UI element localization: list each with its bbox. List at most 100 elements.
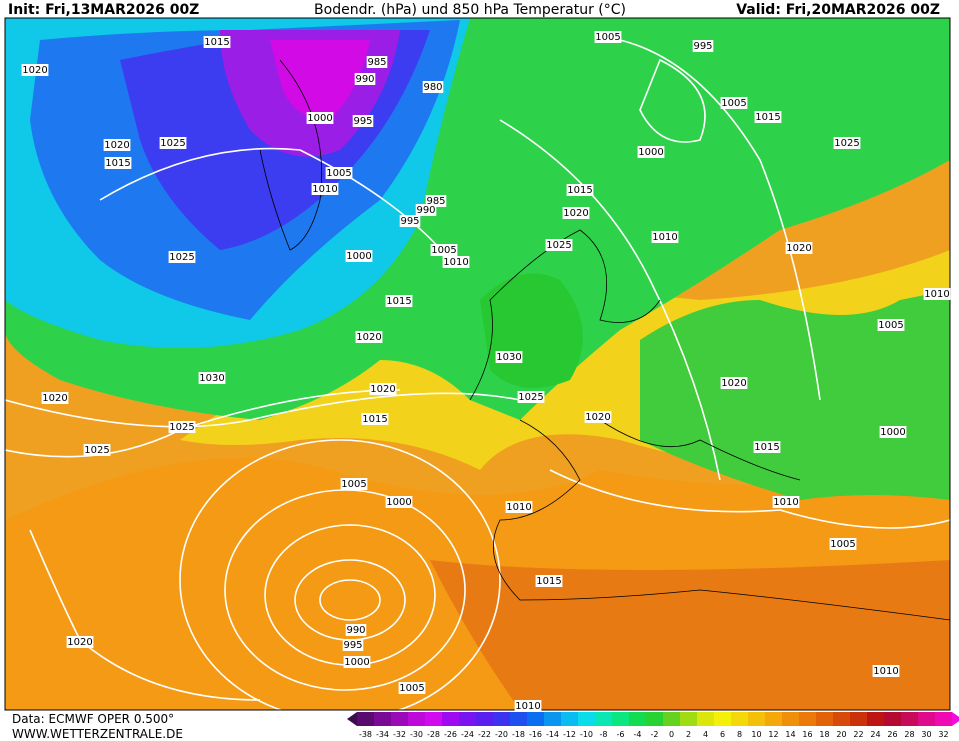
isobar-label-box <box>785 242 813 254</box>
init-time: Init: Fri,13MAR2026 00Z <box>8 2 199 18</box>
isobar-label-box <box>877 319 905 331</box>
isobar-label-box <box>398 682 426 694</box>
isobar-label: 990 <box>355 74 374 85</box>
scale-swatch <box>884 712 901 726</box>
isobar-label-box <box>21 64 49 76</box>
isobar-label: 1030 <box>496 352 521 363</box>
scale-label: 14 <box>785 730 795 739</box>
scale-swatch <box>935 712 952 726</box>
scale-swatch <box>578 712 595 726</box>
isobar-label-box <box>342 639 364 651</box>
scale-arrow-right <box>952 712 959 726</box>
isobar-label: 1025 <box>169 422 194 433</box>
scale-label: 28 <box>904 730 914 739</box>
scale-label: -28 <box>427 730 440 739</box>
scale-label: -10 <box>580 730 593 739</box>
scale-swatch <box>697 712 714 726</box>
scale-label: 12 <box>768 730 778 739</box>
isobar-label-box <box>41 392 69 404</box>
isobar-label-box <box>535 575 563 587</box>
isobar-label: 1000 <box>307 113 332 124</box>
isobar-label: 1000 <box>880 427 905 438</box>
isobar-label: 1005 <box>399 683 424 694</box>
scale-label: -18 <box>512 730 525 739</box>
scale-label: 0 <box>669 730 674 739</box>
isobar-label-box <box>562 207 590 219</box>
scale-swatch <box>646 712 663 726</box>
isobar-label-box <box>415 204 437 216</box>
scale-swatch <box>408 712 425 726</box>
isobar-label: 1020 <box>67 637 92 648</box>
isobar-label: 1015 <box>567 185 592 196</box>
scale-swatch <box>374 712 391 726</box>
isobar-label: 1010 <box>443 257 468 268</box>
isobar-label-box <box>159 137 187 149</box>
isobar-label: 1015 <box>386 296 411 307</box>
scale-label: 30 <box>921 730 931 739</box>
isobar-label: 1020 <box>786 243 811 254</box>
scale-swatch <box>425 712 442 726</box>
scale-label: -34 <box>376 730 389 739</box>
scale-label: 8 <box>737 730 742 739</box>
isobar-label-box <box>753 441 781 453</box>
isobar-label: 1000 <box>638 147 663 158</box>
scale-swatch <box>527 712 544 726</box>
scale-swatch <box>833 712 850 726</box>
isobar-label: 1025 <box>160 138 185 149</box>
isobar-label: 1030 <box>199 373 224 384</box>
isobar-label-box <box>345 624 367 636</box>
isobar-label-box <box>772 496 800 508</box>
scale-label: -20 <box>495 730 508 739</box>
color-scale: -38 -34 -32 -30 -28 -26 -24 -22 -20 -18 -16 -14 -12-… <box>347 712 959 739</box>
isobar-label-box <box>514 700 542 712</box>
isobar-label: 1020 <box>356 332 381 343</box>
isobar-label-box <box>720 377 748 389</box>
isobar-label-box <box>306 112 334 124</box>
isobar-label: 1005 <box>830 539 855 550</box>
isobar-label: 1005 <box>721 98 746 109</box>
scale-swatch <box>765 712 782 726</box>
map <box>5 18 950 710</box>
isobar-label: 1020 <box>585 412 610 423</box>
isobar-label: 1010 <box>515 701 540 712</box>
scale-label: 6 <box>720 730 725 739</box>
scale-swatch <box>459 712 476 726</box>
isobar-label: 1010 <box>924 289 949 300</box>
isobar-label: 995 <box>693 41 712 52</box>
isobar-label-box <box>203 36 231 48</box>
isobar-label-box <box>430 244 458 256</box>
isobar-label-box <box>442 256 470 268</box>
isobar-label: 1000 <box>346 251 371 262</box>
scale-swatch <box>595 712 612 726</box>
isobar-label: 1005 <box>431 245 456 256</box>
isobar-label: 1020 <box>104 140 129 151</box>
scale-label: -8 <box>600 730 608 739</box>
isobar-label-box <box>361 413 389 425</box>
isobar-label-box <box>345 250 373 262</box>
scale-swatch <box>357 712 374 726</box>
scale-label: 26 <box>887 730 897 739</box>
isobar-label: 1015 <box>754 442 779 453</box>
scale-label: 24 <box>870 730 880 739</box>
isobar-label: 1025 <box>834 138 859 149</box>
isobar-label: 1010 <box>312 184 337 195</box>
scale-label: 10 <box>751 730 761 739</box>
isobar-label: 1025 <box>518 392 543 403</box>
isobar-label: 1005 <box>326 168 351 179</box>
isobar-label-box <box>355 331 383 343</box>
map-frame <box>4 17 951 711</box>
scale-swatch <box>799 712 816 726</box>
isobar-label: 990 <box>346 625 365 636</box>
isobar-label-box <box>566 184 594 196</box>
scale-label: -12 <box>563 730 576 739</box>
isobar-label-box <box>343 656 371 668</box>
scale-swatch <box>782 712 799 726</box>
isobar-label-box <box>720 97 748 109</box>
scale-swatch <box>714 712 731 726</box>
isobar-label-box <box>104 157 132 169</box>
scale-label: 2 <box>686 730 691 739</box>
isobar-label: 1000 <box>386 497 411 508</box>
isobar-label-box <box>517 391 545 403</box>
scale-label: -38 <box>359 730 372 739</box>
